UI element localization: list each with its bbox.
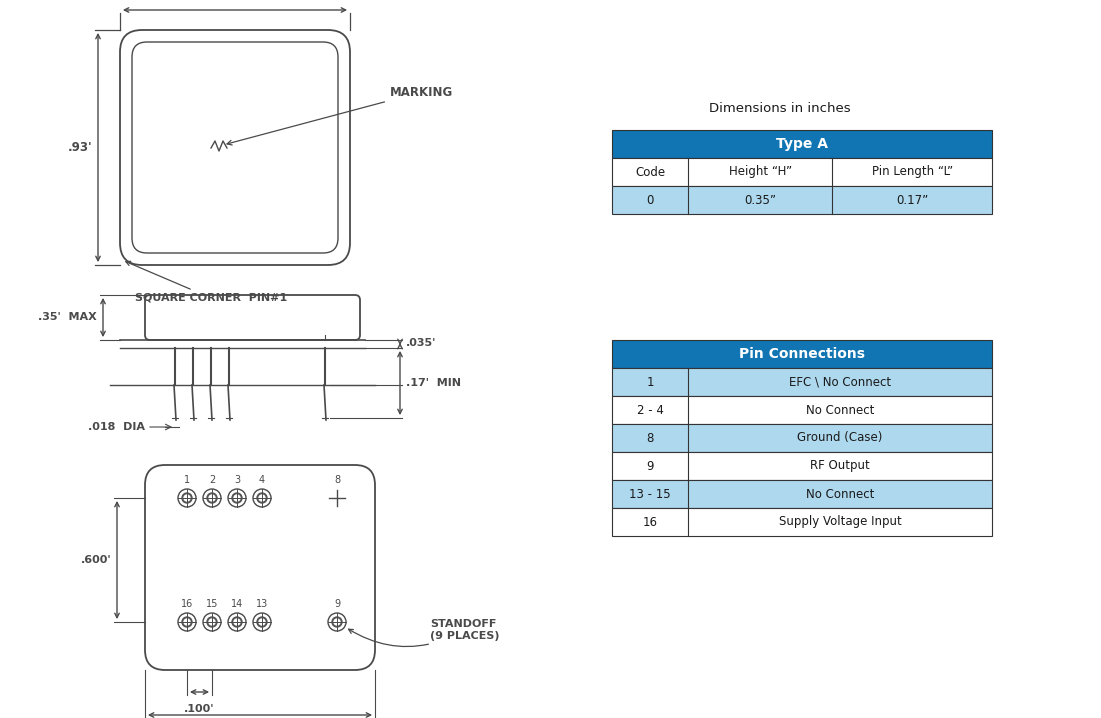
Bar [612, 340, 992, 368]
Text: 13: 13 [255, 599, 269, 609]
Text: STANDOFF
(9 PLACES): STANDOFF (9 PLACES) [349, 619, 500, 646]
Text: 16: 16 [181, 599, 193, 609]
Circle shape [235, 619, 240, 625]
Text: RF Output: RF Output [810, 460, 870, 472]
Bar [612, 158, 992, 186]
Text: 0: 0 [646, 193, 654, 207]
Text: .018  DIA: .018 DIA [88, 422, 145, 432]
Text: 4: 4 [259, 475, 265, 485]
Bar [612, 396, 992, 424]
Circle shape [209, 619, 215, 625]
Text: .17'  MIN: .17' MIN [406, 378, 461, 388]
Text: SQUARE CORNER  PIN#1: SQUARE CORNER PIN#1 [126, 261, 287, 303]
Circle shape [184, 619, 190, 625]
Circle shape [257, 617, 268, 627]
Text: .035': .035' [406, 338, 436, 348]
Text: 14: 14 [231, 599, 243, 609]
Bar [612, 424, 992, 452]
Circle shape [184, 495, 190, 501]
Circle shape [232, 617, 242, 627]
FancyBboxPatch shape [145, 465, 375, 670]
Text: 9: 9 [334, 599, 340, 609]
Bar [612, 130, 992, 158]
Text: Type A: Type A [776, 137, 828, 151]
Circle shape [259, 619, 265, 625]
Circle shape [333, 617, 342, 627]
Bar [612, 186, 992, 214]
Circle shape [257, 493, 268, 503]
Bar [612, 368, 992, 396]
Circle shape [182, 493, 192, 503]
Text: .93': .93' [67, 141, 92, 154]
Text: .600': .600' [80, 555, 111, 565]
Text: Height “H”: Height “H” [729, 166, 792, 179]
Text: 0.17”: 0.17” [896, 193, 928, 207]
Circle shape [334, 619, 340, 625]
Text: Pin Length “L”: Pin Length “L” [872, 166, 952, 179]
Text: 1: 1 [184, 475, 190, 485]
Text: 8: 8 [334, 475, 340, 485]
Text: 0.35”: 0.35” [744, 193, 776, 207]
Text: 2 - 4: 2 - 4 [636, 404, 664, 416]
Text: .35'  MAX: .35' MAX [39, 312, 97, 322]
FancyBboxPatch shape [120, 30, 350, 265]
Bar [612, 508, 992, 536]
Circle shape [232, 493, 242, 503]
Circle shape [209, 495, 215, 501]
Text: 15: 15 [206, 599, 218, 609]
Text: Pin Connections: Pin Connections [739, 347, 865, 361]
Text: Supply Voltage Input: Supply Voltage Input [778, 516, 902, 528]
Text: 16: 16 [643, 516, 657, 528]
Text: 1: 1 [646, 376, 654, 388]
Circle shape [182, 617, 192, 627]
Text: Dimensions in inches: Dimensions in inches [709, 101, 851, 114]
Text: .100': .100' [184, 704, 215, 714]
Text: MARKING: MARKING [227, 85, 454, 145]
Text: 13 - 15: 13 - 15 [629, 488, 671, 500]
Text: 8: 8 [646, 432, 654, 444]
Text: 9: 9 [646, 460, 654, 472]
Text: 3: 3 [233, 475, 240, 485]
Text: Code: Code [635, 166, 665, 179]
Text: Ground (Case): Ground (Case) [797, 432, 883, 444]
Circle shape [259, 495, 265, 501]
Text: No Connect: No Connect [806, 404, 874, 416]
Text: 2: 2 [209, 475, 215, 485]
Circle shape [207, 493, 217, 503]
Circle shape [235, 495, 240, 501]
Text: No Connect: No Connect [806, 488, 874, 500]
Circle shape [207, 617, 217, 627]
Text: 1.03': 1.03' [219, 0, 251, 2]
Text: EFC \ No Connect: EFC \ No Connect [789, 376, 891, 388]
FancyBboxPatch shape [132, 42, 338, 253]
Bar [612, 480, 992, 508]
FancyBboxPatch shape [145, 295, 360, 340]
Bar [612, 452, 992, 480]
